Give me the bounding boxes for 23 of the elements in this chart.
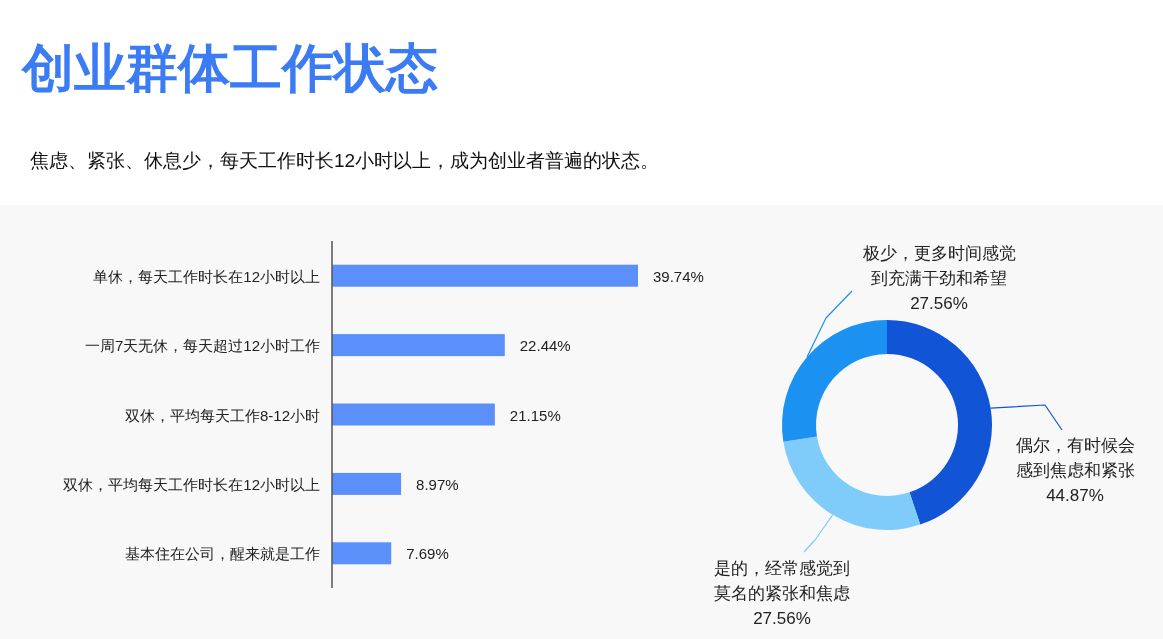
data-label: 39.74% bbox=[653, 267, 704, 285]
data-label: 44.87% bbox=[1046, 485, 1104, 505]
bar bbox=[332, 542, 392, 565]
chart-title: 创业群体工作状态 bbox=[20, 39, 438, 97]
bar bbox=[332, 334, 505, 357]
data-label: 8.97% bbox=[416, 475, 459, 493]
y-tick-label: 基本住在公司，醒来就是工作 bbox=[125, 544, 320, 562]
data-label: 21.15% bbox=[509, 406, 561, 423]
data-label: 27.56% bbox=[910, 293, 968, 313]
data-label: 7.69% bbox=[406, 544, 449, 562]
chart-subtitle: 焦虑、紧张、休息少，每天工作时长12小时以上，成为创业者普遍的状态。 bbox=[30, 150, 660, 171]
bar bbox=[332, 403, 495, 426]
slice-label: 极少，更多时间感觉到充满干劲和希望 bbox=[861, 243, 1016, 288]
y-tick-label: 双休，平均每天工作8-12小时 bbox=[124, 406, 320, 423]
y-tick-label: 单休，每天工作时长在12小时以上 bbox=[93, 267, 320, 285]
slice-label: 偶尔，有时候会感到焦虑和紧张 bbox=[1015, 435, 1135, 480]
slice-label: 是的，经常感觉到莫名的紧张和焦虑 bbox=[714, 558, 850, 603]
data-label: 27.56% bbox=[753, 608, 811, 628]
bar bbox=[332, 472, 402, 495]
data-label: 22.44% bbox=[519, 336, 571, 354]
bar bbox=[332, 264, 638, 287]
y-tick-label: 双休，平均每天工作时长在12小时以上 bbox=[63, 475, 320, 493]
y-tick-label: 一周7天无休，每天超过12小时工作 bbox=[84, 336, 320, 354]
